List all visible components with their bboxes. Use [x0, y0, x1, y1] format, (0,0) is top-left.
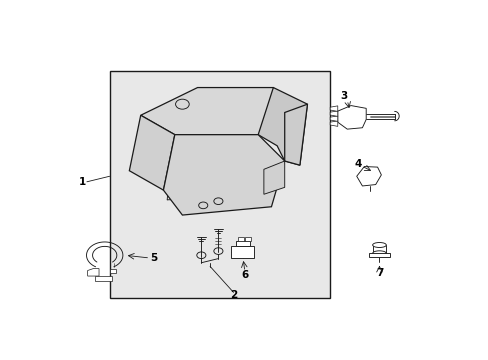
Polygon shape — [110, 269, 116, 273]
Polygon shape — [329, 121, 337, 126]
Text: 5: 5 — [150, 253, 157, 263]
Polygon shape — [337, 105, 366, 129]
Polygon shape — [129, 115, 175, 190]
Polygon shape — [258, 87, 307, 165]
Ellipse shape — [372, 251, 386, 256]
Polygon shape — [368, 253, 389, 257]
Bar — [110, 71, 329, 298]
Polygon shape — [264, 161, 284, 194]
Polygon shape — [141, 87, 284, 135]
Polygon shape — [163, 135, 284, 215]
Polygon shape — [329, 106, 337, 111]
Polygon shape — [236, 241, 249, 246]
Text: 2: 2 — [229, 291, 237, 301]
Polygon shape — [245, 237, 250, 241]
Polygon shape — [230, 246, 253, 258]
Polygon shape — [329, 111, 337, 116]
Polygon shape — [284, 104, 307, 165]
Text: 7: 7 — [375, 268, 383, 278]
Polygon shape — [356, 167, 381, 186]
Polygon shape — [329, 116, 337, 121]
Text: 6: 6 — [241, 270, 248, 280]
Text: 4: 4 — [354, 159, 362, 169]
Polygon shape — [238, 237, 244, 241]
Polygon shape — [87, 269, 99, 276]
Text: 3: 3 — [339, 91, 346, 101]
Text: 1: 1 — [78, 177, 85, 187]
Ellipse shape — [372, 243, 386, 247]
Polygon shape — [95, 276, 112, 281]
